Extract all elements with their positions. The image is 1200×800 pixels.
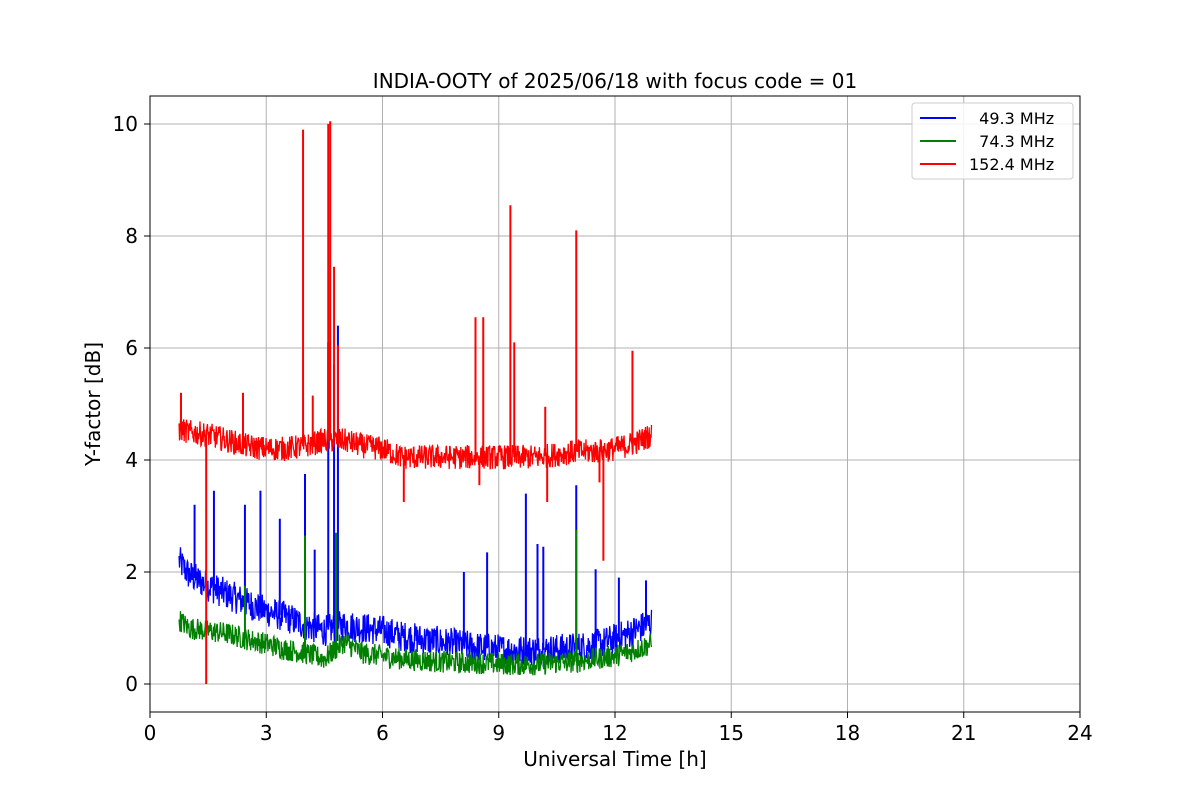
series-1 xyxy=(178,530,653,676)
series-line xyxy=(178,611,653,676)
x-tick-label: 9 xyxy=(492,721,505,745)
y-tick-label: 4 xyxy=(125,448,138,472)
x-tick-label: 3 xyxy=(260,721,273,745)
x-axis-label: Universal Time [h] xyxy=(523,747,706,771)
x-tick-label: 12 xyxy=(602,721,627,745)
series-layer xyxy=(178,121,653,684)
x-tick-label: 18 xyxy=(835,721,860,745)
series-line xyxy=(178,419,653,470)
legend-entry: 49.3 MHz xyxy=(969,109,1054,128)
x-tick-label: 15 xyxy=(719,721,744,745)
y-tick-label: 2 xyxy=(125,560,138,584)
y-tick-label: 6 xyxy=(125,336,138,360)
y-axis-label: Y-factor [dB] xyxy=(81,342,105,467)
y-tick-label: 10 xyxy=(113,112,138,136)
y-tick-label: 0 xyxy=(125,672,138,696)
series-line xyxy=(178,547,653,668)
chart-title: INDIA-OOTY of 2025/06/18 with focus code… xyxy=(373,69,857,93)
legend: 49.3 MHz 74.3 MHz 152.4 MHz xyxy=(911,102,1074,180)
plot-area xyxy=(178,121,653,684)
x-tick-label: 0 xyxy=(144,721,157,745)
x-tick-label: 6 xyxy=(376,721,389,745)
y-tick-label: 8 xyxy=(125,224,138,248)
x-tick-label: 24 xyxy=(1067,721,1092,745)
legend-box xyxy=(911,102,1074,180)
x-tick-label: 21 xyxy=(951,721,976,745)
series-2 xyxy=(178,121,653,684)
legend-entry: 152.4 MHz xyxy=(969,155,1054,174)
legend-entry: 74.3 MHz xyxy=(969,132,1054,151)
